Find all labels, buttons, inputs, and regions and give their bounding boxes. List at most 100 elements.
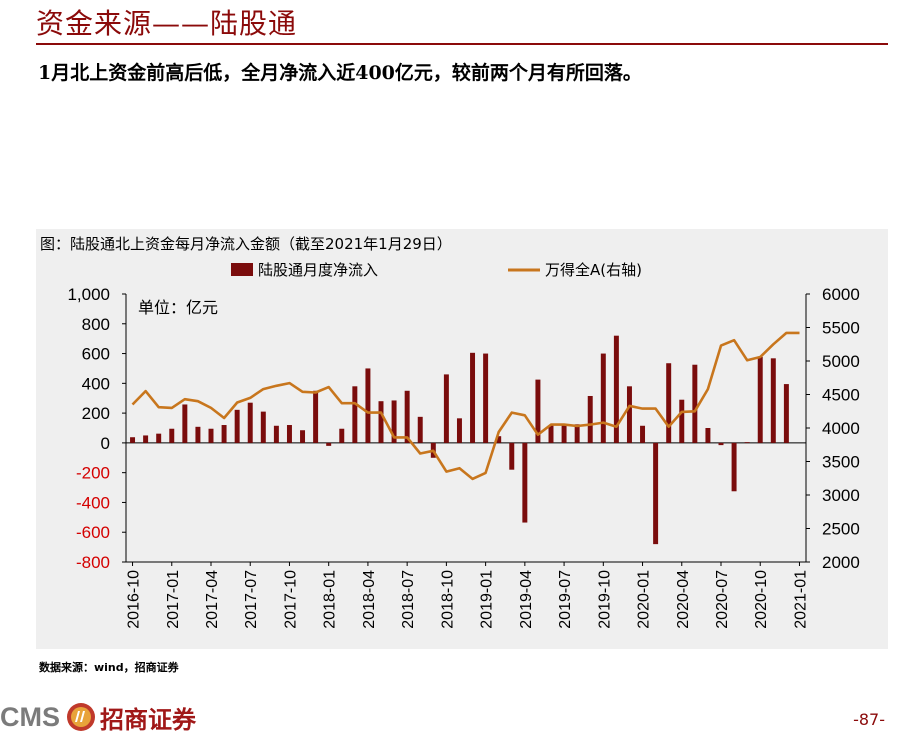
netflow-bar <box>221 425 227 443</box>
summary-text: 1月北上资金前高后低，全月净流入近400亿元，较前两个月有所回落。 <box>38 62 642 84</box>
x-tick-label: 2018-07 <box>400 570 417 629</box>
x-tick-label: 2019-07 <box>557 570 574 629</box>
legend-bar-label: 陆股通月度净流入 <box>258 261 378 279</box>
title-underline <box>36 43 888 45</box>
x-tick-label: 2018-10 <box>439 570 456 629</box>
netflow-bar <box>705 428 711 443</box>
netflow-bar <box>692 364 698 443</box>
x-tick-label: 2017-04 <box>204 570 221 629</box>
x-tick-label: 2019-04 <box>518 570 535 629</box>
left-tick-label: -600 <box>76 523 110 542</box>
netflow-bar <box>352 386 358 443</box>
x-tick-label: 2018-04 <box>361 570 378 629</box>
chart-panel <box>36 229 888 649</box>
x-tick-label: 2019-01 <box>479 570 496 629</box>
brand-logo: CMS 招商证券 <box>0 700 196 734</box>
netflow-bar <box>378 401 384 443</box>
legend-bar-swatch <box>231 263 253 276</box>
x-tick-label: 2017-07 <box>243 570 260 629</box>
netflow-bar <box>391 400 397 443</box>
netflow-bar <box>300 430 306 443</box>
netflow-bar <box>208 428 214 443</box>
left-tick-label: 400 <box>82 374 110 393</box>
netflow-bar <box>613 335 619 443</box>
netflow-bar <box>339 428 345 443</box>
netflow-bar <box>600 353 606 443</box>
right-tick-label: 6000 <box>822 285 860 304</box>
netflow-bar <box>260 411 266 443</box>
netflow-bar <box>143 435 149 443</box>
netflow-bar <box>365 368 371 443</box>
netflow-bar <box>574 424 580 443</box>
netflow-bar <box>130 437 136 443</box>
netflow-bar <box>757 356 763 443</box>
netflow-bar <box>626 386 632 443</box>
netflow-bar <box>640 425 646 443</box>
netflow-bar <box>404 390 410 443</box>
netflow-bar <box>718 442 724 446</box>
netflow-bar <box>286 425 292 443</box>
logo-company-name: 招商证券 <box>100 704 196 734</box>
left-tick-label: 600 <box>82 345 110 364</box>
netflow-bar <box>561 424 567 443</box>
unit-label: 单位：亿元 <box>138 298 218 317</box>
netflow-bar <box>783 384 789 443</box>
netflow-bar <box>770 358 776 443</box>
netflow-bar <box>234 409 240 443</box>
right-tick-label: 3000 <box>822 486 860 505</box>
netflow-bar <box>522 442 528 523</box>
netflow-bar <box>443 374 449 443</box>
netflow-bar <box>653 442 659 545</box>
netflow-bar <box>247 402 253 443</box>
netflow-bar <box>666 363 672 443</box>
left-tick-label: -200 <box>76 464 110 483</box>
netflow-bar <box>273 425 279 443</box>
netflow-bar <box>744 442 750 443</box>
right-tick-label: 3500 <box>822 453 860 472</box>
netflow-bar <box>470 352 476 443</box>
right-tick-label: 2500 <box>822 520 860 539</box>
left-tick-label: 1,000 <box>67 285 110 304</box>
x-tick-label: 2017-01 <box>165 570 182 629</box>
netflow-bar <box>496 436 502 443</box>
page-title: 资金来源——陆股通 <box>36 7 298 40</box>
legend-line-label: 万得全A(右轴) <box>545 261 642 279</box>
x-tick-label: 2019-10 <box>596 570 613 629</box>
logo-cms-text: CMS <box>0 701 60 732</box>
left-tick-label: 200 <box>82 404 110 423</box>
x-tick-label: 2020-04 <box>675 570 692 629</box>
right-tick-label: 4500 <box>822 386 860 405</box>
right-tick-label: 5000 <box>822 352 860 371</box>
left-tick-label: -800 <box>76 553 110 572</box>
netflow-bar <box>156 433 162 443</box>
page-number: -87- <box>853 710 885 729</box>
netflow-bar <box>417 416 423 443</box>
x-tick-label: 2017-10 <box>282 570 299 629</box>
netflow-bar <box>313 390 319 443</box>
netflow-bar <box>509 442 515 470</box>
x-tick-label: 2018-01 <box>322 570 339 629</box>
netflow-bar <box>535 379 541 443</box>
netflow-bar <box>182 404 188 443</box>
figure-title: 图：陆股通北上资金每月净流入金额（截至2021年1月29日） <box>40 235 452 253</box>
cms-badge-icon <box>67 703 95 731</box>
wind-a-index-line <box>131 331 800 481</box>
netflow-bar <box>456 418 462 443</box>
netflow-bar <box>326 442 332 446</box>
netflow-bar <box>548 425 554 443</box>
netflow-bar <box>731 442 737 492</box>
x-tick-label: 2020-01 <box>636 570 653 629</box>
x-tick-label: 2020-10 <box>753 570 770 629</box>
left-tick-label: 800 <box>82 315 110 334</box>
left-tick-label: -400 <box>76 493 110 512</box>
netflow-bar <box>679 399 685 443</box>
x-tick-label: 2021-01 <box>792 570 809 629</box>
right-tick-label: 4000 <box>822 419 860 438</box>
x-tick-label: 2016-10 <box>126 570 143 629</box>
left-tick-label: 0 <box>101 434 110 453</box>
netflow-bar <box>483 353 489 443</box>
right-tick-label: 5500 <box>822 319 860 338</box>
right-tick-label: 2000 <box>822 553 860 572</box>
netflow-bar <box>587 395 593 443</box>
